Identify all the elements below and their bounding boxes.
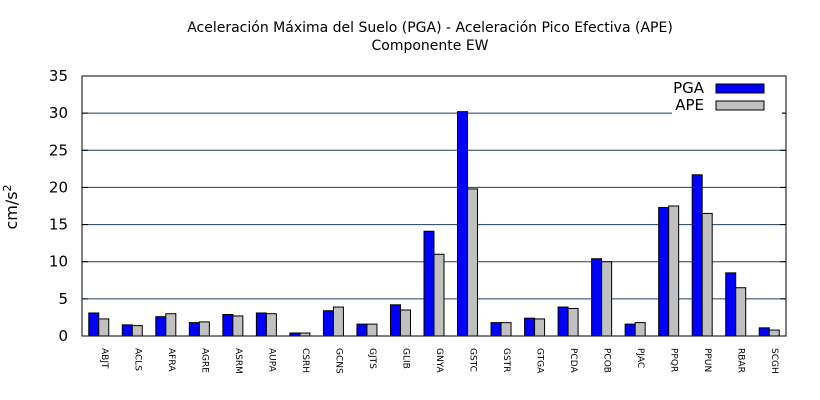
bar-ape-gstr [500,322,512,337]
bar-pga-afra [155,316,167,337]
legend-label-pga: PGA [673,79,705,97]
bar-ape-gtga [534,318,546,337]
x-category-label: CSRH [300,348,310,373]
bar-pga-glib [389,304,401,337]
bar-ape-pcda [567,308,579,337]
y-tick-label: 15 [49,216,68,234]
x-category-label: GLIB [400,348,410,369]
y-axis-label-exponent: 2 [1,184,14,191]
y-tick-label: 5 [58,290,68,308]
x-category-label: GSTR [501,348,511,372]
y-axis-label-base: cm/s [2,191,21,229]
bar-pga-pjac [624,323,636,337]
bar-pga-gtga [524,317,536,337]
y-tick-labels: 0 5 10 15 20 25 30 35 [49,67,786,345]
bar-pga-asrm [222,313,234,337]
bar-ape-agre [198,321,210,337]
bar-pga-acls [121,324,133,337]
bar-ape-rbar [735,287,747,337]
bar-pga-gjts [356,323,368,337]
bar-pga-aupa [255,312,267,337]
bar-pga-agre [188,322,200,337]
y-axis-label: cm/s2 [1,184,21,229]
bar-ape-gcns [332,306,344,337]
bar-pga-rbar [725,272,737,337]
x-category-label: PPQR [669,348,679,372]
bar-ape-acls [131,325,143,337]
x-category-label: GJTS [367,348,377,369]
bar-ape-scgh [768,329,780,337]
y-tick-label: 30 [49,104,68,122]
y-tick-label: 25 [49,141,68,159]
bar-ape-asrm [232,315,244,337]
legend-swatch-pga [715,83,765,94]
bar-pga-gstc [457,111,469,337]
bar-ape-gnya [433,253,445,337]
bar-ape-aupa [265,313,277,337]
y-tick-label: 35 [49,67,68,85]
x-category-label: GCNS [333,348,343,374]
axes-group [81,75,787,337]
bar-pga-pcda [557,306,569,337]
bar-pga-ppqr [658,206,670,337]
legend-label-ape: APE [675,96,704,114]
bar-ape-ppqr [668,205,680,337]
x-category-label: AFRA [166,348,176,372]
bar-ape-glib [399,309,411,337]
x-category-label: PPUN [702,348,712,372]
plot-frame [81,75,787,337]
bar-ape-pcob [601,261,613,337]
bar-ape-abjt [98,318,110,337]
y-tick-label: 10 [49,253,68,271]
bars-group [88,111,780,337]
x-category-labels: ABJT ACLS AFRA AGRE ASRM AUPA CSRH GCNS GJTS GLIB… [99,348,779,374]
x-category-label: PCOB [602,348,612,373]
x-category-label: GNYA [434,348,444,374]
chart-subtitle: Componente EW [371,38,488,54]
x-category-label: ACLS [132,348,142,371]
bar-ape-gstc [467,188,479,337]
bar-pga-gnya [423,230,435,337]
x-category-label: SCGH [769,348,779,374]
x-category-label: PCDA [568,348,578,373]
bar-pga-pcob [591,258,603,337]
bar-pga-gcns [322,310,334,337]
x-category-label: AGRE [199,348,209,373]
x-category-label: ABJT [99,348,109,369]
legend-swatch-ape [715,100,765,111]
bar-pga-abjt [88,312,100,337]
x-category-label: AUPA [266,348,276,373]
x-category-label: RBAR [736,348,746,373]
x-category-label: GSTC [468,348,478,372]
bar-pga-gstr [490,322,502,337]
bar-ape-afra [165,313,177,337]
bar-pga-ppun [691,174,703,337]
bar-ape-pjac [634,322,646,337]
bar-ape-ppun [701,212,713,337]
chart-title: Aceleración Máxima del Suelo (PGA) - Ace… [187,20,673,36]
y-tick-label: 20 [49,178,68,196]
bar-pga-scgh [758,327,770,337]
x-category-label: ASRM [233,348,243,374]
y-tick-label: 0 [58,327,68,345]
x-category-label: GTGA [535,348,545,374]
x-category-label: PJAC [635,348,645,368]
bar-ape-gjts [366,323,378,337]
